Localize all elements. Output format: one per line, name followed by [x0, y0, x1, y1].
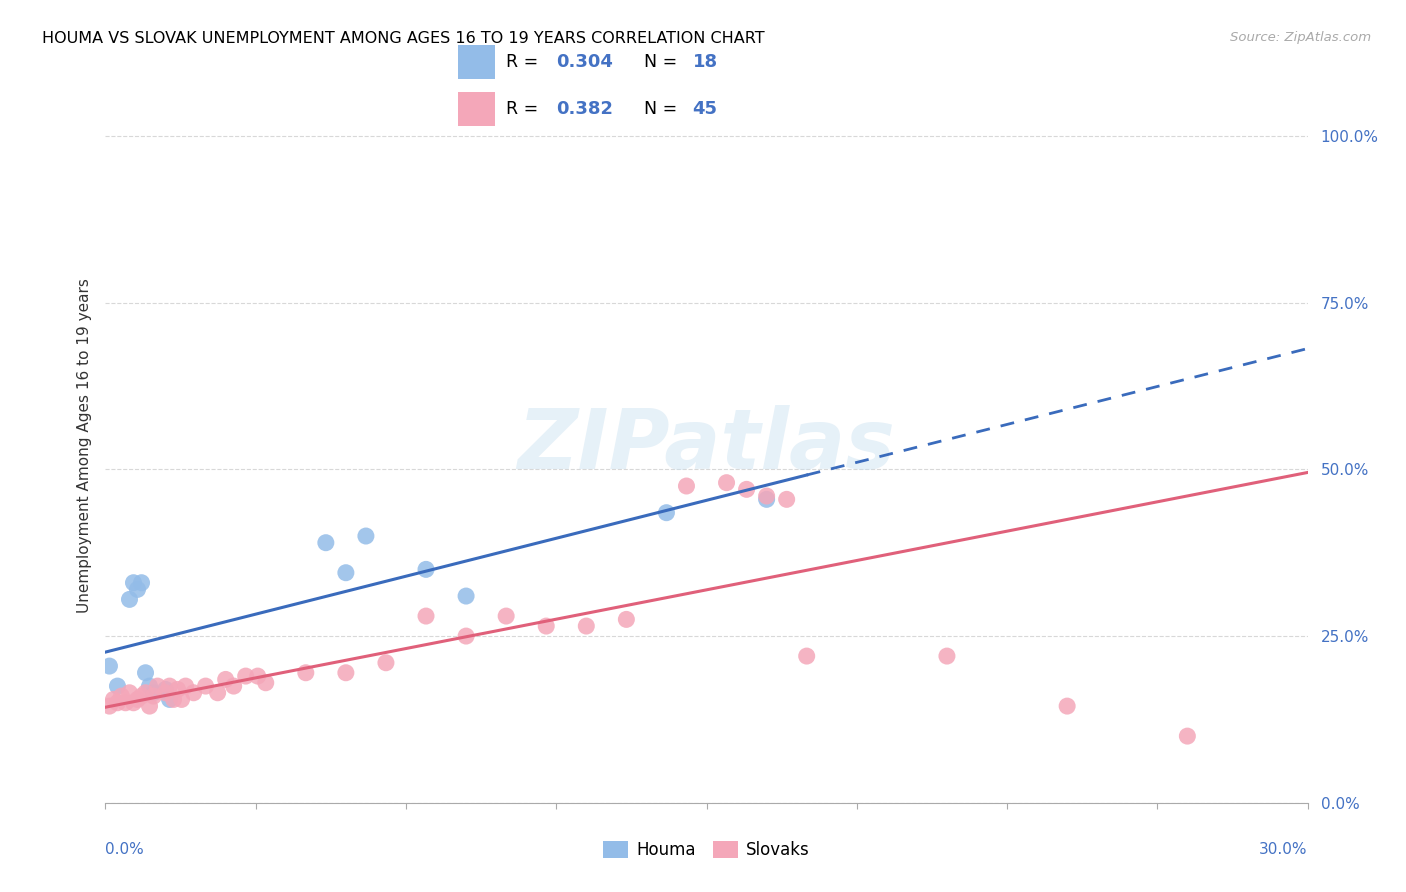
Point [118, 592, 141, 607]
Legend: Houma, Slovaks: Houma, Slovaks [596, 834, 817, 866]
Point [235, 669, 257, 683]
Point [135, 665, 157, 680]
Point [374, 656, 398, 670]
Text: 45: 45 [693, 100, 717, 118]
Point [98, 699, 121, 714]
Point [107, 679, 129, 693]
Point [454, 589, 477, 603]
Point [776, 492, 799, 507]
Point [616, 612, 638, 626]
Point [214, 673, 236, 687]
Point [127, 582, 149, 597]
Point [1056, 699, 1078, 714]
Point [755, 489, 778, 503]
Text: ZIPatlas: ZIPatlas [517, 406, 896, 486]
Point [127, 692, 149, 706]
Text: 0.382: 0.382 [557, 100, 613, 118]
Point [183, 686, 205, 700]
Point [315, 535, 337, 549]
Point [135, 686, 157, 700]
Point [246, 669, 269, 683]
Point [110, 689, 132, 703]
Text: 0.304: 0.304 [557, 53, 613, 70]
Point [716, 475, 738, 490]
Point [142, 689, 165, 703]
Point [103, 692, 125, 706]
Text: 18: 18 [693, 53, 717, 70]
Point [131, 689, 153, 703]
Point [735, 483, 758, 497]
Bar [458, 92, 495, 126]
Point [796, 649, 818, 664]
Point [936, 649, 959, 664]
Point [170, 692, 193, 706]
Point [575, 619, 598, 633]
Text: R =: R = [506, 53, 544, 70]
Point [194, 679, 217, 693]
Point [159, 679, 181, 693]
Point [159, 692, 181, 706]
Point [155, 686, 177, 700]
Point [142, 686, 165, 700]
Point [655, 506, 678, 520]
Point [335, 566, 357, 580]
Text: 30.0%: 30.0% [1260, 842, 1308, 857]
Point [114, 696, 136, 710]
Point [138, 679, 160, 693]
Bar [458, 45, 495, 78]
Point [166, 682, 188, 697]
Point [138, 699, 160, 714]
Point [155, 682, 177, 697]
Point [107, 696, 129, 710]
Text: R =: R = [506, 100, 544, 118]
Point [495, 609, 517, 624]
Point [675, 479, 697, 493]
Point [162, 692, 184, 706]
Point [98, 659, 121, 673]
Point [354, 529, 377, 543]
Text: Source: ZipAtlas.com: Source: ZipAtlas.com [1230, 31, 1371, 45]
Point [118, 686, 141, 700]
Point [122, 575, 145, 590]
Point [415, 609, 437, 624]
Point [335, 665, 357, 680]
Point [146, 679, 169, 693]
Text: N =: N = [644, 100, 683, 118]
Point [222, 679, 245, 693]
Text: N =: N = [644, 53, 683, 70]
Point [454, 629, 477, 643]
Point [295, 665, 318, 680]
Point [1177, 729, 1199, 743]
Y-axis label: Unemployment Among Ages 16 to 19 years: Unemployment Among Ages 16 to 19 years [76, 278, 91, 614]
Point [131, 575, 153, 590]
Point [207, 686, 229, 700]
Point [174, 679, 197, 693]
Point [415, 562, 437, 576]
Point [755, 492, 778, 507]
Text: 0.0%: 0.0% [105, 842, 145, 857]
Point [534, 619, 557, 633]
Point [254, 675, 277, 690]
Point [122, 696, 145, 710]
Text: HOUMA VS SLOVAK UNEMPLOYMENT AMONG AGES 16 TO 19 YEARS CORRELATION CHART: HOUMA VS SLOVAK UNEMPLOYMENT AMONG AGES … [42, 31, 765, 46]
